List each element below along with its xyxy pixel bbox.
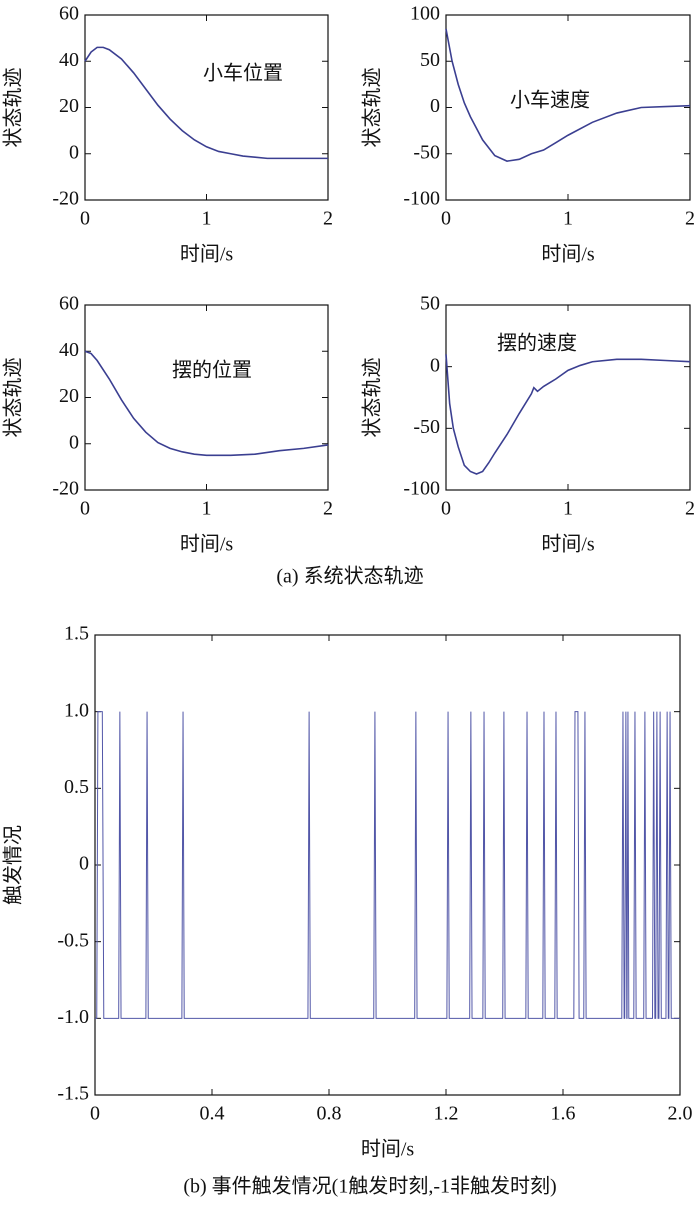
x-tick-label: 0.8 bbox=[317, 1103, 342, 1125]
x-axis-label: 时间/s bbox=[361, 1138, 415, 1161]
caption: (b) 事件触发情况(1触发时刻,-1非触发时刻) bbox=[183, 1175, 556, 1198]
x-axis-label: 时间/s bbox=[541, 533, 595, 556]
x-tick-label: 1.6 bbox=[551, 1103, 576, 1125]
y-tick-label: -1.0 bbox=[57, 1006, 89, 1028]
x-tick-label: 2 bbox=[685, 498, 695, 520]
data-line bbox=[84, 46, 328, 160]
x-tick-label: 1.2 bbox=[434, 1103, 459, 1125]
y-tick-label: 60 bbox=[59, 293, 79, 315]
x-tick-label: 2 bbox=[685, 208, 695, 230]
y-tick-label: 1.5 bbox=[64, 623, 89, 645]
y-tick-label: -100 bbox=[403, 478, 440, 500]
annotation: 摆的位置 bbox=[172, 359, 252, 382]
y-tick-label: 60 bbox=[59, 3, 79, 25]
x-tick-label: 1 bbox=[563, 208, 573, 230]
x-tick-label: 0 bbox=[90, 1103, 100, 1125]
caption: (a) 系统状态轨迹 bbox=[276, 565, 423, 588]
axes-box bbox=[84, 304, 329, 491]
y-tick-label: -1.5 bbox=[57, 1083, 89, 1105]
x-tick-label: 0 bbox=[80, 208, 90, 230]
y-tick-label: 0 bbox=[69, 431, 79, 453]
x-axis-label: 时间/s bbox=[180, 533, 234, 556]
data-line bbox=[95, 711, 680, 1019]
y-tick-label: 1.0 bbox=[64, 699, 89, 721]
y-axis-label: 状态轨迹 bbox=[361, 358, 384, 438]
y-tick-label: 0 bbox=[430, 95, 440, 117]
x-tick-label: 2 bbox=[323, 498, 333, 520]
y-axis-label: 状态轨迹 bbox=[2, 358, 25, 438]
y-tick-label: 0 bbox=[430, 354, 440, 376]
y-axis-label: 状态轨迹 bbox=[2, 68, 25, 148]
y-tick-label: 100 bbox=[410, 3, 440, 25]
y-tick-label: 50 bbox=[420, 293, 440, 315]
y-axis-label: 触发情况 bbox=[2, 825, 25, 905]
x-axis-label: 时间/s bbox=[541, 243, 595, 266]
y-axis-label: 状态轨迹 bbox=[361, 68, 384, 148]
x-tick-label: 0 bbox=[441, 498, 451, 520]
x-tick-label: 2 bbox=[323, 208, 333, 230]
annotation: 小车速度 bbox=[510, 89, 590, 112]
x-tick-label: 2.0 bbox=[668, 1103, 693, 1125]
x-tick-label: 0 bbox=[441, 208, 451, 230]
x-tick-label: 0 bbox=[80, 498, 90, 520]
data-line bbox=[445, 354, 691, 475]
y-tick-label: -50 bbox=[413, 141, 440, 163]
y-tick-label: 40 bbox=[59, 49, 79, 71]
axes-box bbox=[84, 14, 329, 201]
data-line bbox=[84, 350, 329, 457]
y-tick-label: -0.5 bbox=[57, 929, 89, 951]
x-tick-label: 1 bbox=[202, 498, 212, 520]
x-axis-label: 时间/s bbox=[180, 243, 234, 266]
y-tick-label: 20 bbox=[59, 385, 79, 407]
y-tick-label: 50 bbox=[420, 49, 440, 71]
data-line bbox=[445, 28, 691, 162]
y-tick-label: -100 bbox=[403, 188, 440, 210]
x-tick-label: 1 bbox=[563, 498, 573, 520]
y-tick-label: 40 bbox=[59, 339, 79, 361]
y-tick-label: 0 bbox=[69, 141, 79, 163]
y-tick-label: -20 bbox=[52, 478, 79, 500]
x-tick-label: 0.4 bbox=[200, 1103, 225, 1125]
y-tick-label: 20 bbox=[59, 95, 79, 117]
y-tick-label: -20 bbox=[52, 188, 79, 210]
annotation: 小车位置 bbox=[203, 62, 283, 85]
y-tick-label: 0.5 bbox=[64, 776, 89, 798]
y-tick-label: -50 bbox=[413, 416, 440, 438]
x-tick-label: 1 bbox=[202, 208, 212, 230]
annotation: 摆的速度 bbox=[497, 332, 577, 355]
y-tick-label: 0 bbox=[79, 853, 89, 875]
